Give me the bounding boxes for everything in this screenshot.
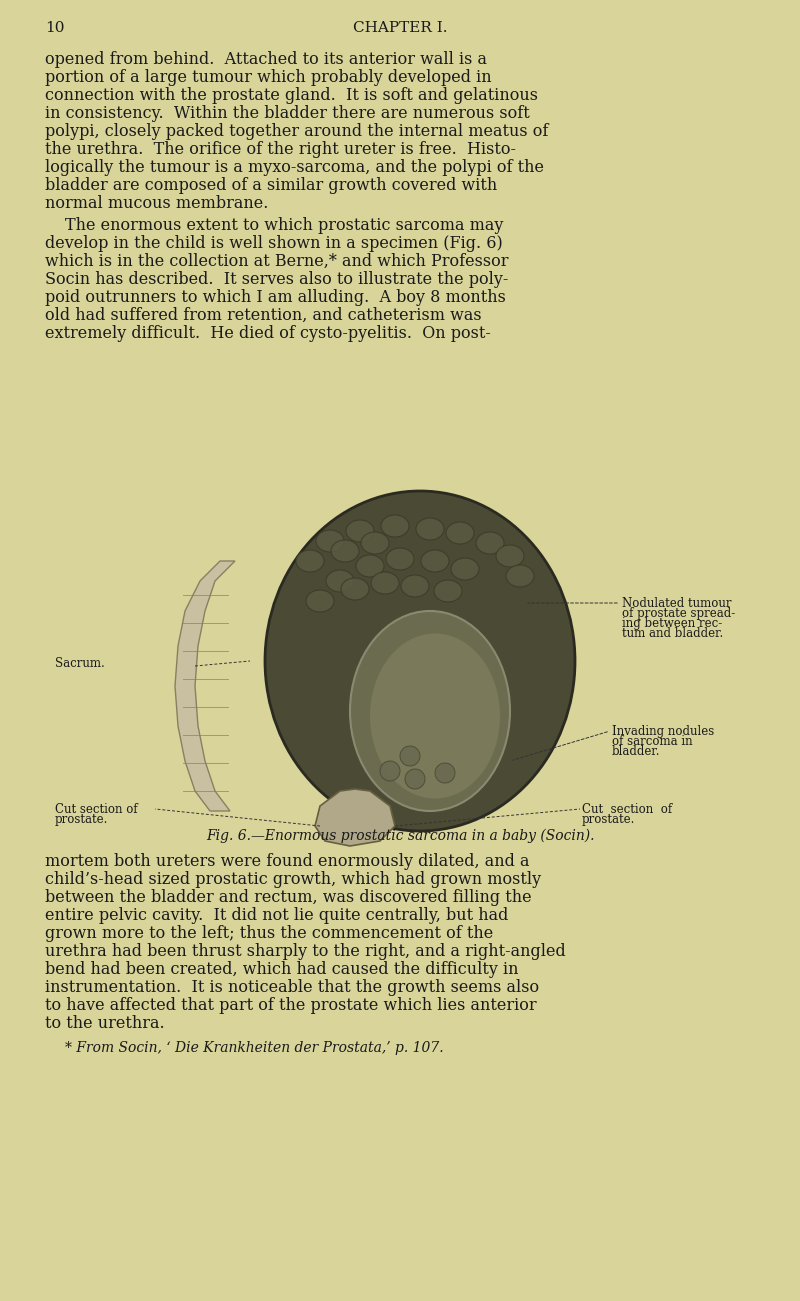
Text: Cut section of: Cut section of xyxy=(55,803,138,816)
Text: instrumentation.  It is noticeable that the growth seems also: instrumentation. It is noticeable that t… xyxy=(45,978,539,997)
Text: opened from behind.  Attached to its anterior wall is a: opened from behind. Attached to its ante… xyxy=(45,51,487,68)
Text: urethra had been thrust sharply to the right, and a right-angled: urethra had been thrust sharply to the r… xyxy=(45,943,566,960)
Text: connection with the prostate gland.  It is soft and gelatinous: connection with the prostate gland. It i… xyxy=(45,87,538,104)
Ellipse shape xyxy=(416,518,444,540)
Ellipse shape xyxy=(386,548,414,570)
Text: normal mucous membrane.: normal mucous membrane. xyxy=(45,195,268,212)
Text: to have affected that part of the prostate which lies anterior: to have affected that part of the prosta… xyxy=(45,997,537,1013)
Text: the urethra.  The orifice of the right ureter is free.  Histo-: the urethra. The orifice of the right ur… xyxy=(45,141,516,157)
Ellipse shape xyxy=(296,550,324,572)
Ellipse shape xyxy=(326,570,354,592)
Text: mortem both ureters were found enormously dilated, and a: mortem both ureters were found enormousl… xyxy=(45,853,530,870)
Ellipse shape xyxy=(350,611,510,811)
PathPatch shape xyxy=(175,561,235,811)
Circle shape xyxy=(405,769,425,788)
Ellipse shape xyxy=(506,565,534,587)
Text: Socin has described.  It serves also to illustrate the poly-: Socin has described. It serves also to i… xyxy=(45,271,508,288)
Text: Invading nodules: Invading nodules xyxy=(612,725,714,738)
Text: portion of a large tumour which probably developed in: portion of a large tumour which probably… xyxy=(45,69,492,86)
Ellipse shape xyxy=(476,532,504,554)
Text: prostate.: prostate. xyxy=(582,813,635,826)
Ellipse shape xyxy=(496,545,524,567)
Text: bend had been created, which had caused the difficulty in: bend had been created, which had caused … xyxy=(45,961,518,978)
Ellipse shape xyxy=(451,558,479,580)
Ellipse shape xyxy=(370,634,500,799)
Text: prostate.: prostate. xyxy=(55,813,108,826)
Text: child’s-head sized prostatic growth, which had grown mostly: child’s-head sized prostatic growth, whi… xyxy=(45,870,541,889)
Text: * From Socin, ‘ Die Krankheiten der Prostata,’ p. 107.: * From Socin, ‘ Die Krankheiten der Pros… xyxy=(65,1041,444,1055)
Ellipse shape xyxy=(371,572,399,595)
Circle shape xyxy=(400,745,420,766)
Text: CHAPTER I.: CHAPTER I. xyxy=(353,21,447,35)
Text: which is in the collection at Berne,* and which Professor: which is in the collection at Berne,* an… xyxy=(45,252,509,271)
Text: The enormous extent to which prostatic sarcoma may: The enormous extent to which prostatic s… xyxy=(65,217,503,234)
Text: Nodulated tumour: Nodulated tumour xyxy=(622,597,731,610)
Text: tum and bladder.: tum and bladder. xyxy=(622,627,723,640)
Ellipse shape xyxy=(346,520,374,543)
Text: develop in the child is well shown in a specimen (Fig. 6): develop in the child is well shown in a … xyxy=(45,235,502,252)
Ellipse shape xyxy=(401,575,429,597)
Text: grown more to the left; thus the commencement of the: grown more to the left; thus the commenc… xyxy=(45,925,494,942)
Text: to the urethra.: to the urethra. xyxy=(45,1015,165,1032)
Text: bladder are composed of a similar growth covered with: bladder are composed of a similar growth… xyxy=(45,177,498,194)
Ellipse shape xyxy=(306,589,334,611)
Ellipse shape xyxy=(434,580,462,602)
Ellipse shape xyxy=(265,490,575,831)
PathPatch shape xyxy=(315,788,395,846)
Text: of prostate spread-: of prostate spread- xyxy=(622,608,735,621)
Circle shape xyxy=(435,762,455,783)
Text: Sacrum.: Sacrum. xyxy=(55,657,105,670)
Text: bladder.: bladder. xyxy=(612,745,661,758)
Text: Fig. 6.—Enormous prostatic sarcoma in a baby (Socin).: Fig. 6.—Enormous prostatic sarcoma in a … xyxy=(206,829,594,843)
Text: in consistency.  Within the bladder there are numerous soft: in consistency. Within the bladder there… xyxy=(45,105,530,122)
Circle shape xyxy=(380,761,400,781)
Ellipse shape xyxy=(381,515,409,537)
Ellipse shape xyxy=(446,522,474,544)
Text: between the bladder and rectum, was discovered filling the: between the bladder and rectum, was disc… xyxy=(45,889,532,905)
Ellipse shape xyxy=(421,550,449,572)
Text: Cut  section  of: Cut section of xyxy=(582,803,672,816)
Ellipse shape xyxy=(341,578,369,600)
Ellipse shape xyxy=(331,540,359,562)
Text: logically the tumour is a myxo-sarcoma, and the polypi of the: logically the tumour is a myxo-sarcoma, … xyxy=(45,159,544,176)
Text: poid outrunners to which I am alluding.  A boy 8 months: poid outrunners to which I am alluding. … xyxy=(45,289,506,306)
Ellipse shape xyxy=(316,530,344,552)
Text: old had suffered from retention, and catheterism was: old had suffered from retention, and cat… xyxy=(45,307,482,324)
Text: polypi, closely packed together around the internal meatus of: polypi, closely packed together around t… xyxy=(45,124,548,141)
Ellipse shape xyxy=(361,532,389,554)
FancyBboxPatch shape xyxy=(50,481,750,821)
Text: entire pelvic cavity.  It did not lie quite centrally, but had: entire pelvic cavity. It did not lie qui… xyxy=(45,907,508,924)
Text: 10: 10 xyxy=(45,21,65,35)
Text: of sarcoma in: of sarcoma in xyxy=(612,735,693,748)
Ellipse shape xyxy=(356,556,384,578)
Text: ing between rec-: ing between rec- xyxy=(622,617,722,630)
Text: extremely difficult.  He died of cysto-pyelitis.  On post-: extremely difficult. He died of cysto-py… xyxy=(45,325,491,342)
